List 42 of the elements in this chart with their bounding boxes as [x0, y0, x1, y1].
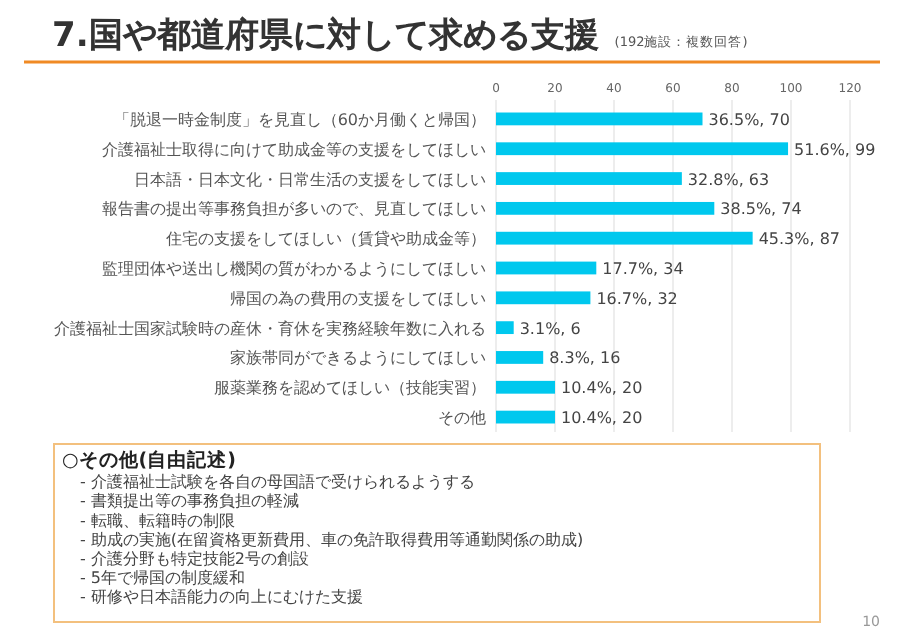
bar — [496, 410, 555, 424]
text: - 助成の実施(在留資格更新費用、車の免許取得費用等通勤関係の助成) — [80, 530, 584, 549]
bar — [496, 261, 597, 275]
bar — [496, 231, 753, 245]
y-tick-label: 監理団体や送出し機関の質がわかるようにしてほしい — [102, 260, 486, 278]
data-label: 16.7%, 32 — [596, 289, 678, 308]
y-tick-label: 服薬業務を認めてほしい（技能実習） — [214, 379, 486, 398]
bar — [496, 351, 544, 364]
bar — [496, 201, 715, 215]
bar — [496, 112, 703, 126]
bar — [496, 291, 591, 305]
text: - 介護分野も特定技能2号の創設 — [80, 550, 310, 568]
text: - 介護福祉士試験を各自の母国語で受けられるようする — [80, 473, 475, 492]
bar — [496, 321, 514, 335]
text: - 5年で帰国の制度緩和 — [80, 569, 246, 588]
text: - 書類提出等の事務負担の軽減 — [80, 492, 299, 511]
data-label: 38.5%, 74 — [720, 200, 802, 219]
y-tick-label: その他 — [438, 409, 486, 428]
data-label: 45.3%, 87 — [758, 230, 841, 249]
y-tick-label: 報告書の提出等事務負担が多いので、見直してほしい — [102, 200, 486, 219]
text: - 研修や日本語能力の向上にむけた支援 — [80, 588, 363, 607]
data-label: 10.4%, 20 — [561, 409, 643, 428]
text: ○その他(自由記述) — [62, 448, 236, 472]
y-tick-label: 日本語・日本文化・日常生活の支援をしてほしい — [134, 170, 486, 189]
bar — [496, 142, 789, 156]
bar — [496, 380, 555, 394]
data-label: 36.5%, 70 — [708, 110, 790, 129]
data-label: 10.4%, 20 — [561, 379, 643, 398]
bar — [496, 172, 682, 185]
chart-title: 7.国や都道府県に対して求める支援 — [52, 16, 599, 56]
y-tick-label: 介護福祉士国家試験時の産休・育休を実務経験年数に入れる — [54, 319, 486, 338]
text: - 転職、転籍時の制限 — [80, 511, 235, 530]
data-label: 17.7%, 34 — [602, 260, 684, 278]
y-tick-label: 「脱退一時金制度」を見直し（60か月働くと帰国） — [113, 110, 486, 129]
data-label: 51.6%, 99 — [794, 140, 876, 159]
data-label: 32.8%, 63 — [687, 170, 770, 189]
y-tick-label: 家族帯同ができるようにしてほしい — [230, 349, 486, 368]
data-label: 3.1%, 6 — [519, 319, 581, 338]
data-label: 8.3%, 16 — [549, 349, 621, 368]
y-tick-label: 住宅の支援をしてほしい（賃貸や助成金等） — [166, 230, 486, 249]
y-tick-label: 帰国の為の費用の支援をしてほしい — [230, 289, 486, 308]
y-tick-label: 介護福祉士取得に向けて助成金等の支援をしてほしい — [102, 140, 486, 159]
